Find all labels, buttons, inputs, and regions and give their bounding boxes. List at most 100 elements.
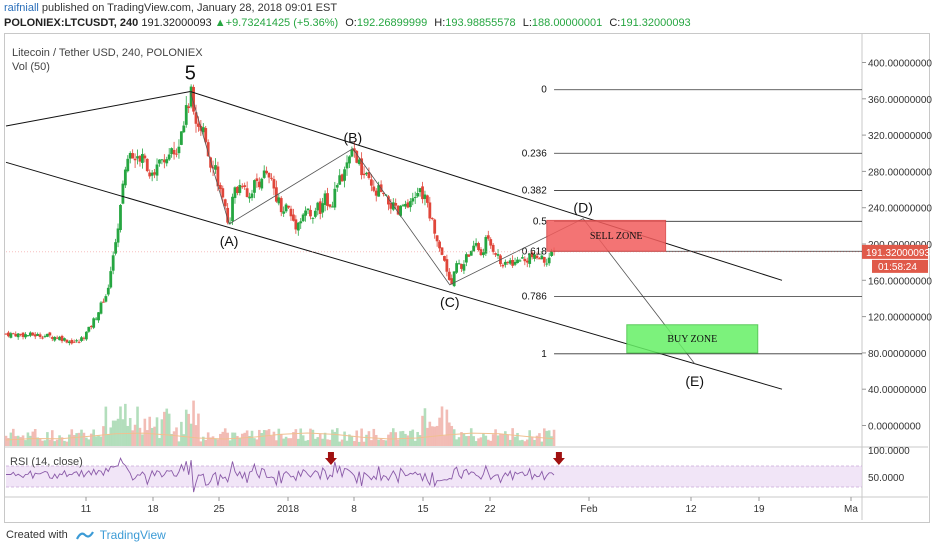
volume-bar: [270, 435, 273, 446]
candle-body: [316, 202, 320, 211]
volume-bar: [97, 435, 100, 446]
volume-bar: [518, 440, 522, 446]
candle-body: [111, 255, 115, 271]
candle-body: [464, 254, 468, 263]
candle-body: [245, 188, 249, 197]
volume-bar: [428, 421, 432, 446]
candle-body: [369, 179, 373, 186]
volume-bar: [226, 432, 229, 446]
candle-body: [377, 185, 381, 197]
candle-body: [538, 258, 541, 260]
volume-bar: [80, 429, 83, 446]
open-value: 192.26899999: [356, 17, 428, 29]
volume-bar: [469, 428, 473, 446]
candle-body: [184, 105, 188, 125]
author-link[interactable]: raifniall: [4, 2, 39, 14]
last-price: 191.32000093: [141, 17, 212, 29]
candle-body: [133, 158, 137, 161]
candle-body: [240, 186, 244, 188]
candle-body: [338, 175, 342, 185]
price-tick-label: 360.00000000: [868, 95, 932, 106]
wave-label: (B): [343, 130, 362, 146]
candle-body: [209, 157, 213, 168]
volume-bar: [267, 429, 271, 446]
volume-bar: [153, 426, 156, 446]
candle-body: [401, 204, 405, 206]
time-tick-label: Ma: [844, 504, 858, 515]
volume-bar: [260, 433, 264, 446]
volume-bar: [199, 441, 203, 446]
volume-bar: [338, 441, 342, 446]
volume-legend: Vol (50): [12, 61, 50, 73]
candle-body: [194, 112, 198, 124]
volume-bar: [243, 432, 247, 446]
footer: Created with TradingView: [6, 528, 166, 542]
down-arrow-icon: [552, 452, 565, 465]
volume-bar: [228, 440, 232, 446]
candle-body: [352, 148, 356, 152]
candle-body: [389, 202, 393, 209]
candle-body: [221, 188, 225, 198]
rsi-legend: RSI (14, close): [10, 456, 83, 468]
close-label: C:: [609, 17, 621, 29]
candle-body: [474, 243, 478, 246]
volume-bar: [63, 440, 66, 446]
candle-body: [67, 341, 71, 344]
volume-bar: [172, 431, 176, 446]
volume-bar: [284, 436, 288, 446]
volume-bar: [53, 441, 57, 446]
candle-body: [452, 271, 456, 287]
candle-body: [21, 332, 25, 337]
candle-body: [425, 195, 429, 203]
volume-bar: [223, 428, 227, 446]
volume-bar: [126, 425, 130, 446]
candle-body: [33, 334, 37, 337]
candle-body: [506, 261, 510, 263]
volume-bar: [465, 436, 468, 446]
volume-bar: [19, 437, 22, 446]
volume-bar: [192, 400, 195, 446]
chart-frame: [4, 33, 930, 523]
volume-bar: [525, 439, 529, 446]
candle-body: [530, 252, 534, 258]
candle-body: [63, 338, 66, 341]
candle-body: [469, 250, 473, 256]
volume-bar: [277, 428, 281, 446]
volume-bar: [448, 422, 451, 446]
candle-body: [433, 219, 437, 234]
volume-bar: [131, 430, 134, 446]
candle-body: [36, 333, 40, 336]
volume-bar: [258, 429, 261, 446]
low-value: 188.00000001: [531, 17, 603, 29]
tradingview-brand[interactable]: TradingView: [99, 528, 166, 542]
volume-bar: [340, 439, 344, 446]
candle-body: [547, 257, 551, 264]
created-with-label: Created with: [6, 529, 68, 541]
price-tick-label: 400.00000000: [868, 59, 932, 70]
candle-body: [525, 260, 529, 263]
volume-bar: [121, 419, 125, 446]
volume-bar: [248, 435, 251, 446]
candle-body: [306, 208, 310, 211]
volume-bar: [331, 429, 334, 446]
candle-body: [330, 206, 334, 208]
candle-body: [214, 165, 217, 170]
candle-body: [65, 339, 69, 343]
volume-bar: [357, 441, 361, 446]
volume-bar: [318, 433, 322, 446]
candle-body: [484, 237, 488, 254]
volume-bar: [141, 434, 144, 446]
candle-body: [328, 204, 332, 207]
candle-body: [489, 239, 493, 246]
volume-bar: [355, 430, 359, 446]
volume-bar: [197, 413, 200, 446]
published-text: published on TradingView.com, January 28…: [41, 2, 338, 14]
volume-bar: [253, 438, 256, 446]
candle-body: [313, 210, 317, 217]
volume-bar: [48, 439, 52, 446]
candle-body: [87, 326, 91, 332]
volume-bar: [36, 437, 39, 446]
rsi-band: [6, 466, 862, 487]
candle-body: [289, 208, 293, 217]
